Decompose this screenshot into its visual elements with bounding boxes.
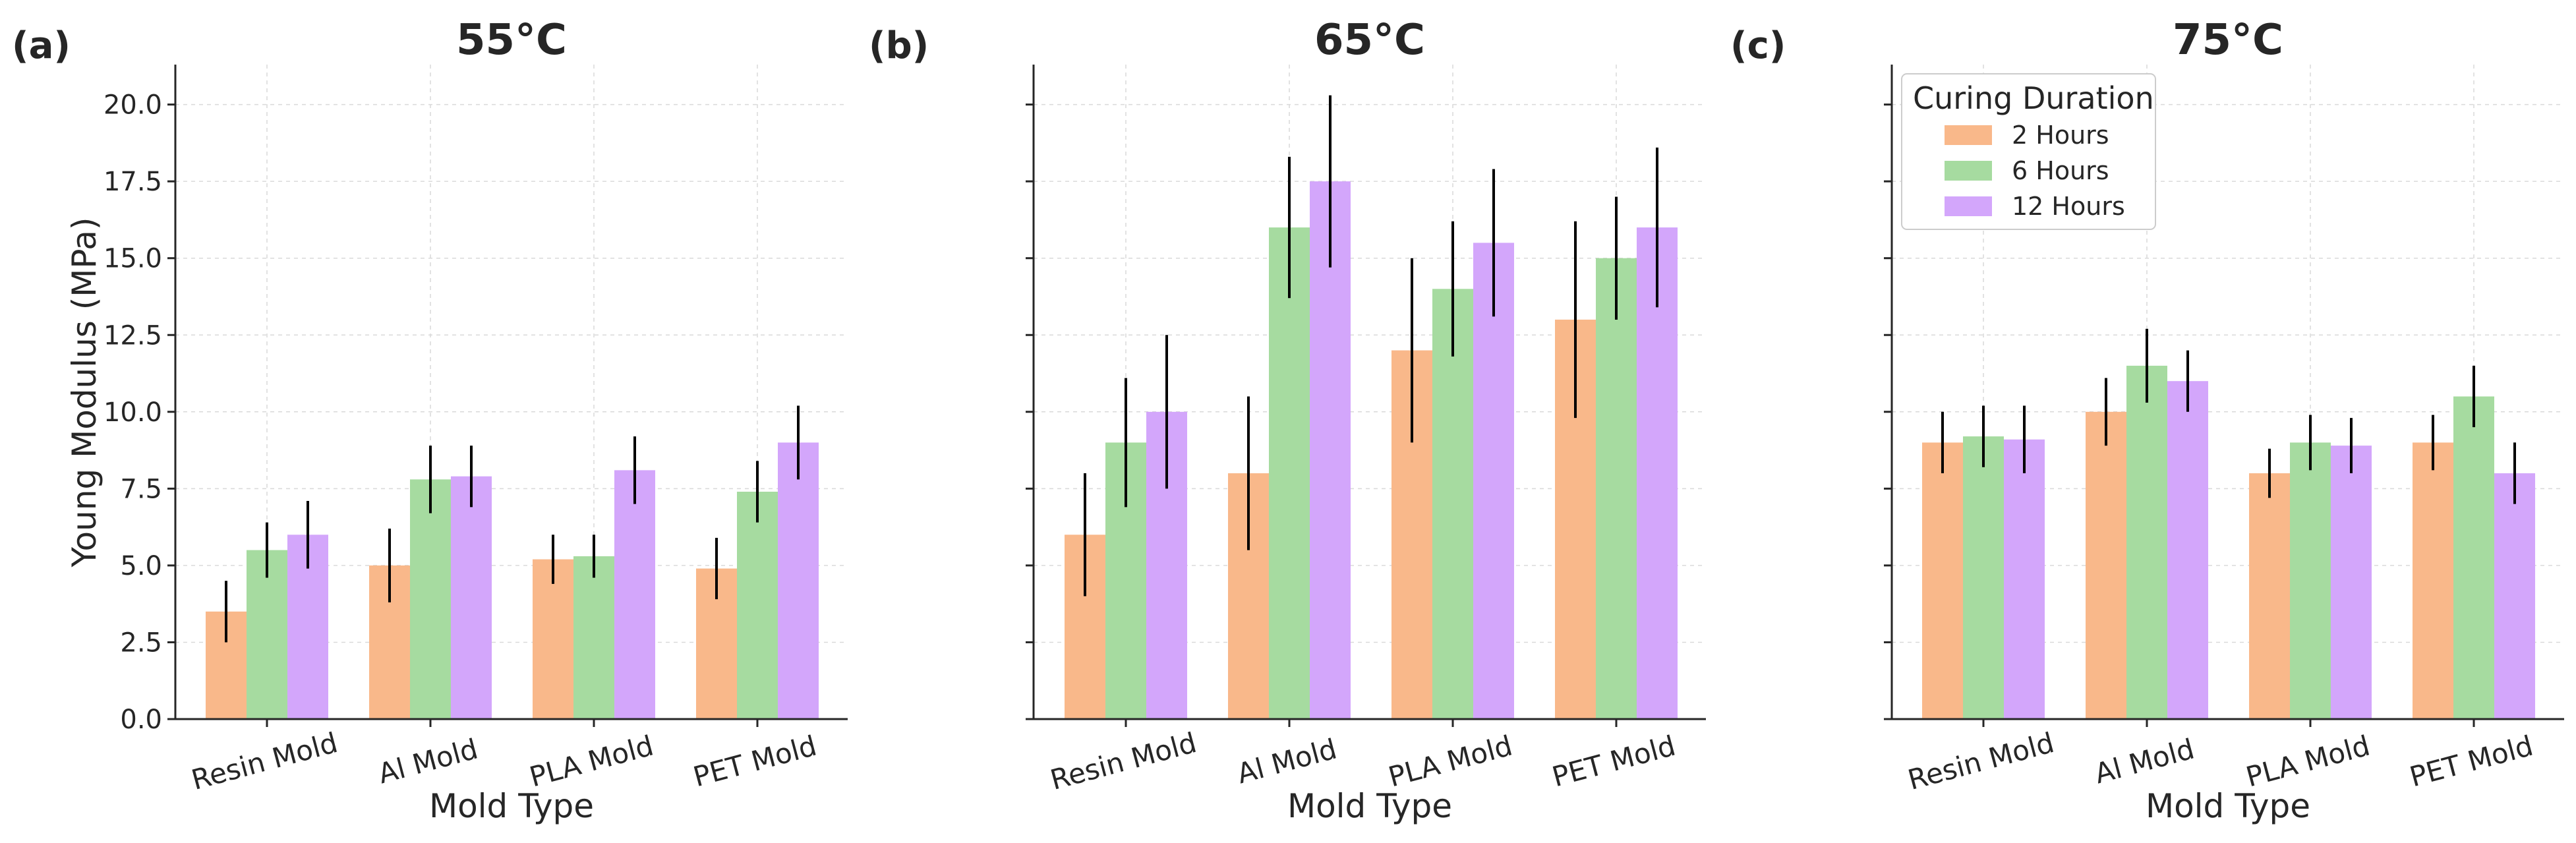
chart-panel-2: Resin Mold Al Mold PLA Mold PET Mold Mold Ty…: [869, 16, 1706, 825]
bar-6-hours: [1963, 436, 2004, 719]
legend-swatch: [1945, 125, 1992, 145]
bar-6-hours: [573, 556, 614, 719]
x-axis-label: Mold Type: [2146, 787, 2310, 825]
chart-panel-1: 0.0 2.5 5.0 7.5 10.0 12.5 15.0 17.5 20.0 Resin Mo…: [12, 16, 848, 825]
bar-2-hours: [1922, 442, 1963, 719]
bar-2-hours: [2249, 473, 2290, 719]
chart-title: 65°C: [1314, 16, 1425, 65]
bar-12-hours: [451, 476, 492, 719]
bar-6-hours: [1596, 258, 1637, 719]
x-axis-label: Mold Type: [1287, 787, 1452, 825]
y-tick-label: 5.0: [120, 551, 162, 581]
y-axis-label: Young Modulus (MPa): [65, 218, 103, 568]
bar-12-hours: [2004, 439, 2045, 719]
bar-12-hours: [2331, 446, 2372, 719]
legend-swatch: [1945, 161, 1992, 181]
x-category-label: PET Mold: [2407, 730, 2536, 794]
x-category-label: PET Mold: [690, 730, 820, 794]
bar-6-hours: [1432, 289, 1473, 719]
y-tick-label: 2.5: [120, 627, 162, 658]
x-category-label: Resin Mold: [188, 726, 341, 796]
y-tick-label: 15.0: [103, 244, 162, 274]
x-axis-label: Mold Type: [429, 787, 594, 825]
x-category-label: PLA Mold: [1385, 729, 1515, 793]
x-category-label: PLA Mold: [2242, 729, 2373, 793]
legend: Curing Duration 2 Hours 6 Hours 12 Hours: [1901, 73, 2156, 230]
bar-6-hours: [410, 479, 451, 719]
x-category-label: PET Mold: [1549, 730, 1679, 794]
legend-entry-label: 6 Hours: [2012, 156, 2109, 185]
bar-2-hours: [2413, 442, 2453, 719]
y-tick-label: 17.5: [103, 167, 162, 197]
bar-12-hours: [1473, 243, 1514, 719]
legend-title: Curing Duration: [1913, 80, 2154, 116]
bar-12-hours: [1310, 181, 1351, 720]
bar-2-hours: [533, 559, 573, 719]
bar-2-hours: [2086, 411, 2126, 719]
panel-label: (b): [869, 24, 929, 67]
bar-12-hours: [614, 470, 655, 719]
panel-label: (c): [1730, 24, 1786, 67]
y-tick-label: 0.0: [120, 705, 162, 735]
bar-6-hours: [1269, 227, 1310, 720]
bar-6-hours: [2453, 396, 2494, 719]
chart-title: 75°C: [2173, 16, 2283, 65]
x-category-label: Resin Mold: [1047, 726, 1200, 796]
x-category-label: Al Mold: [375, 732, 481, 790]
bar-12-hours: [2167, 381, 2208, 719]
chart-panel-3: Resin Mold Al Mold PLA Mold PET Mold Mold Ty…: [1730, 16, 2564, 825]
legend-swatch: [1945, 196, 1992, 216]
bar-12-hours: [1637, 227, 1678, 720]
bar-6-hours: [2126, 365, 2167, 719]
y-tick-label: 7.5: [120, 474, 162, 504]
panel-label: (a): [12, 24, 71, 67]
legend-entry-label: 2 Hours: [2012, 121, 2109, 150]
bar-6-hours: [247, 550, 287, 719]
bar-12-hours: [778, 442, 819, 719]
bar-6-hours: [2290, 442, 2331, 719]
y-tick-label: 10.0: [103, 397, 162, 428]
y-tick-label: 20.0: [103, 90, 162, 121]
legend-box: [1901, 73, 2156, 230]
x-category-label: Resin Mold: [1904, 726, 2057, 796]
legend-entry-label: 12 Hours: [2012, 192, 2125, 221]
y-tick-label: 12.5: [103, 320, 162, 351]
chart-title: 55°C: [456, 16, 567, 65]
bar-6-hours: [737, 492, 778, 719]
x-category-label: PLA Mold: [526, 729, 657, 793]
x-category-label: Al Mold: [1234, 732, 1340, 790]
bar-12-hours: [2494, 473, 2535, 719]
x-category-label: Al Mold: [2092, 732, 2198, 790]
